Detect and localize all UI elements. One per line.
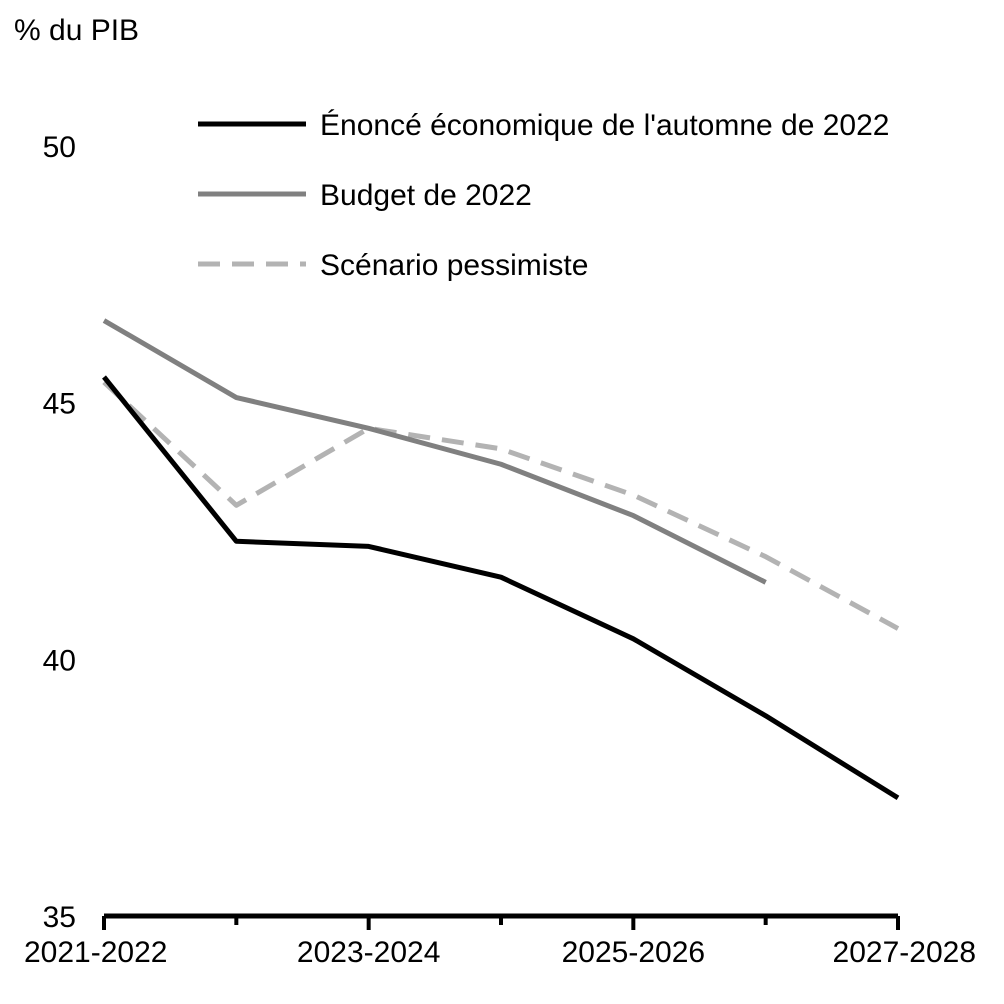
series-line-2	[102, 380, 900, 631]
y-tick-label: 35	[43, 901, 76, 934]
x-tick-label: 2027-2028	[833, 936, 976, 969]
legend-label-0: Énoncé économique de l'automne de 2022	[320, 109, 890, 142]
y-tick-label: 45	[43, 388, 76, 421]
x-tick-label: 2025-2026	[562, 936, 705, 969]
y-tick-labels: 35 40 45 50	[43, 131, 76, 934]
series-line-0	[102, 375, 900, 801]
x-tick-label: 2023-2024	[297, 936, 440, 969]
series-line-1	[102, 318, 767, 585]
x-tick-label: 2021-2022	[24, 936, 167, 969]
legend-label-2: Scénario pessimiste	[320, 249, 588, 282]
y-axis-label: % du PIB	[14, 14, 139, 47]
legend: Énoncé économique de l'automne de 2022 Bu…	[198, 109, 890, 282]
legend-label-1: Budget de 2022	[320, 179, 532, 212]
x-axis: 2021-2022 2023-2024 2025-2026 2027-2028	[24, 913, 976, 969]
series-lines	[102, 318, 900, 801]
y-tick-label: 50	[43, 131, 76, 164]
y-tick-label: 40	[43, 644, 76, 677]
